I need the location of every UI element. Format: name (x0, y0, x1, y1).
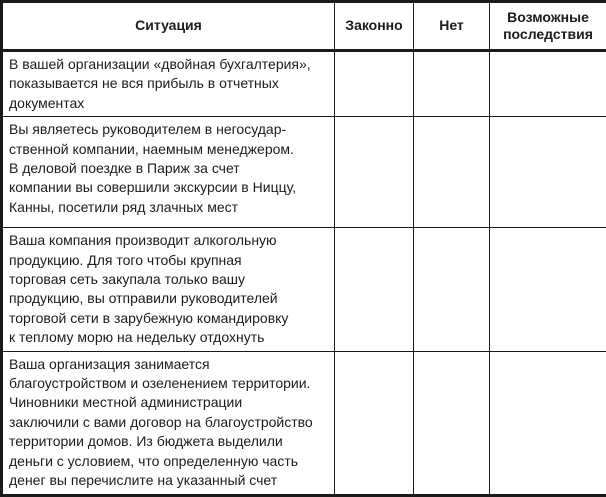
table-row: Ваша компания производит алкогольную про… (2, 228, 606, 351)
header-consequences: Возможные последствия (490, 2, 606, 51)
no-cell (414, 228, 490, 351)
situation-cell: Ваша компания производит алкогольную про… (2, 228, 335, 351)
consequences-cell (490, 351, 606, 495)
legal-cell (335, 51, 414, 117)
legal-cell (335, 228, 414, 351)
table-header-row: Ситуация Законно Нет Возможные последств… (2, 2, 606, 51)
no-cell (414, 351, 490, 495)
consequences-cell (490, 51, 606, 117)
consequences-cell (490, 228, 606, 351)
table-row: Ваша организация занимается благоустройс… (2, 351, 606, 495)
situation-cell: Ваша организация занимается благоустройс… (2, 351, 335, 495)
header-situation: Ситуация (2, 2, 335, 51)
no-cell (414, 51, 490, 117)
header-no: Нет (414, 2, 490, 51)
table-row: Вы являетесь руководителем в негосудар- … (2, 117, 606, 228)
situation-cell: Вы являетесь руководителем в негосудар- … (2, 117, 335, 228)
legal-cell (335, 117, 414, 228)
situation-cell: В вашей организации «двойная бухгалтерия… (2, 51, 335, 117)
no-cell (414, 117, 490, 228)
consequences-cell (490, 117, 606, 228)
table-row: В вашей организации «двойная бухгалтерия… (2, 51, 606, 117)
header-legal: Законно (335, 2, 414, 51)
legal-cell (335, 351, 414, 495)
